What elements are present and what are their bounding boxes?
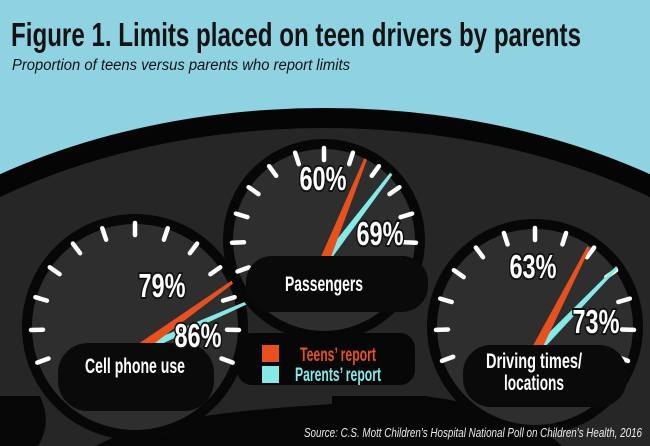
tick-mark [439,354,456,364]
needle-teens [314,158,367,276]
tick-mark [501,230,510,247]
parents-value-label: 69% [357,215,404,252]
tick-mark [369,163,382,179]
tick-mark [346,150,356,167]
tick-mark [398,211,415,220]
source-note: Source: C.S. Mott Children's Hospital Na… [304,425,643,440]
gauge-label-panel [246,256,428,312]
gauge-needles [523,246,619,366]
needle-teens [524,246,591,366]
tick-mark [35,356,51,365]
tick-mark [208,265,223,277]
tick-mark [584,245,597,260]
tick-mark [292,150,302,167]
gauge-needles [313,158,393,276]
gauge-ticks [229,145,419,274]
figure-subtitle: Proportion of teens versus parents who r… [12,57,350,74]
parents-value-label: 86% [175,317,222,354]
tick-mark [161,226,170,242]
parents-swatch [262,366,279,383]
gauge-ticks [28,220,242,365]
tick-mark [220,294,237,303]
tick-mark [233,211,250,220]
gauge-passengers: Passengers 60% 69% [223,139,428,341]
tick-mark [451,267,466,280]
needle-parents [523,266,619,364]
teens-value-label: 79% [139,267,186,304]
gauge-label-line2: locations [504,372,564,395]
tick-mark [187,241,200,256]
tick-mark [33,294,50,303]
gauge-driving-times-locations: Driving times/ locations 63% 73% [427,219,643,435]
tick-mark [437,296,454,305]
tick-mark [473,245,486,260]
tick-mark [560,230,569,247]
tick-mark [246,184,261,197]
tick-mark [100,226,109,242]
tick-mark [235,265,252,274]
gauge-label-line1: Driving times/ [486,350,582,373]
teens-swatch [262,345,279,362]
tick-mark [387,184,402,197]
tick-mark [266,163,279,179]
tick-mark [219,356,235,365]
gauge-ticks [433,225,637,364]
gauge-label: Passengers [285,273,363,296]
figure-title: Figure 1. Limits placed on teen drivers … [11,16,581,53]
gauge-label: Cell phone use [85,355,185,378]
parents-value-label: 73% [573,303,620,340]
teens-value-label: 63% [510,248,557,285]
teens-value-label: 60% [300,160,347,197]
legend: Teens’ report Parents’ report [237,333,415,386]
legend-teens-label: Teens’ report [300,345,376,366]
gauge-cell-phone-use: Cell phone use 79% 86% [22,214,249,440]
tick-mark [47,265,62,277]
tick-mark [70,241,83,256]
legend-parents-label: Parents’ report [295,365,381,386]
needle-teens [122,279,236,364]
gauge-label-panel [463,345,627,407]
tick-mark [616,296,633,305]
legend-panel [237,333,415,385]
gauge-label-panel [58,343,214,411]
